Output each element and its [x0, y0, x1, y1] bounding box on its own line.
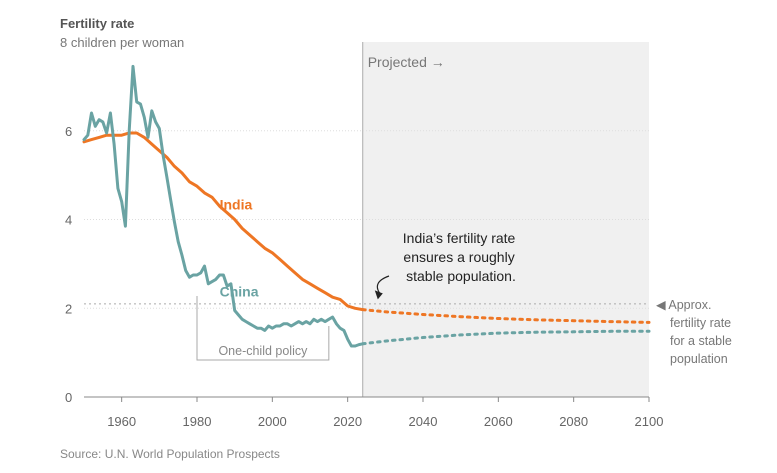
stable-label-line-3: for a stable [670, 334, 732, 348]
x-tick-label: 2060 [484, 414, 513, 429]
x-tick-label: 2100 [635, 414, 664, 429]
y-tick-label: 0 [65, 390, 72, 405]
x-tick-label: 1980 [183, 414, 212, 429]
gridlines [84, 130, 649, 398]
x-axis-ticks: 1960 1980 2000 2020 2040 2060 2080 2100 [107, 397, 663, 429]
annotation-arrow [376, 275, 390, 294]
annotation-arrowhead [374, 290, 383, 300]
stable-label-line-2: fertility rate [670, 316, 731, 330]
china-series-label: China [220, 284, 259, 300]
x-tick-label: 2020 [333, 414, 362, 429]
source-note: Source: U.N. World Population Prospects [60, 447, 280, 461]
y-tick-label: 2 [65, 301, 72, 316]
x-tick-label: 2000 [258, 414, 287, 429]
stable-label-line-4: population [670, 352, 728, 366]
x-tick-label: 2080 [559, 414, 588, 429]
series-lines [82, 64, 651, 348]
india-series-label: India [220, 197, 253, 213]
annotation-line-1: India’s fertility rate [403, 230, 516, 246]
y-tick-label: 4 [65, 213, 72, 228]
annotation-line-3: stable population. [406, 268, 516, 284]
one-child-policy-bracket [196, 296, 330, 361]
india-annotation: India’s fertility rate ensures a roughly… [403, 230, 519, 284]
series-line-china [82, 64, 365, 348]
y-tick-label: 6 [65, 124, 72, 139]
chart-title: Fertility rate [60, 16, 134, 31]
x-tick-label: 2040 [409, 414, 438, 429]
stable-label-line-1: ◀ Approx. [656, 298, 711, 312]
projected-label: Projected → [368, 54, 445, 70]
y-axis-ticks: 0 2 4 6 [65, 124, 72, 405]
y-axis-label: 8 children per woman [60, 35, 184, 50]
series-line-india-projected [361, 308, 651, 324]
one-child-policy-label: One-child policy [218, 344, 308, 358]
series-line-china-projected [361, 329, 651, 346]
x-tick-label: 1960 [107, 414, 136, 429]
stable-rate-label: ◀ Approx. fertility rate for a stable po… [656, 298, 735, 366]
annotation-line-2: ensures a roughly [403, 249, 514, 265]
